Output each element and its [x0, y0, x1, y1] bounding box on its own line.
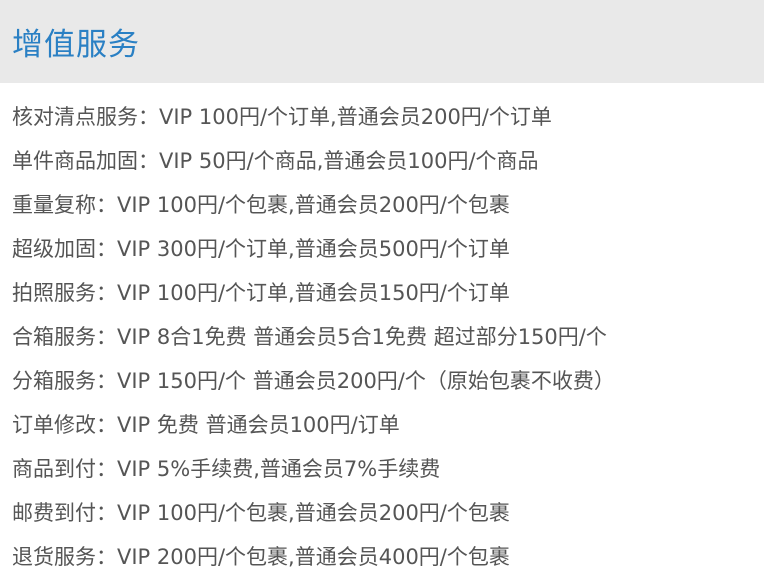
service-price-item: 订单修改：VIP 免费 普通会员100円/订单	[12, 413, 400, 437]
service-price-item: 超级加固：VIP 300円/个订单,普通会员500円/个订单	[12, 237, 510, 261]
service-price-item: 拍照服务：VIP 100円/个订单,普通会员150円/个订单	[12, 281, 510, 305]
service-price-item: 单件商品加固：VIP 50円/个商品,普通会员100円/个商品	[12, 149, 539, 173]
service-price-item: 重量复称：VIP 100円/个包裹,普通会员200円/个包裹	[12, 193, 510, 217]
service-price-item: 分箱服务：VIP 150円/个 普通会员200円/个（原始包裹不收费）	[12, 369, 615, 393]
page-title: 增值服务	[12, 27, 140, 63]
service-price-list: 核对清点服务：VIP 100円/个订单,普通会员200円/个订单 单件商品加固：V…	[0, 83, 764, 579]
service-price-item: 邮费到付：VIP 100円/个包裹,普通会员200円/个包裹	[12, 501, 510, 525]
service-price-item: 退货服务：VIP 200円/个包裹,普通会员400円/个包裹	[12, 545, 510, 569]
service-price-item: 合箱服务：VIP 8合1免费 普通会员5合1免费 超过部分150円/个	[12, 325, 607, 349]
service-price-item: 核对清点服务：VIP 100円/个订单,普通会员200円/个订单	[12, 105, 552, 129]
page-header: 增值服务	[0, 0, 764, 83]
service-price-item: 商品到付：VIP 5%手续费,普通会员7%手续费	[12, 457, 441, 481]
